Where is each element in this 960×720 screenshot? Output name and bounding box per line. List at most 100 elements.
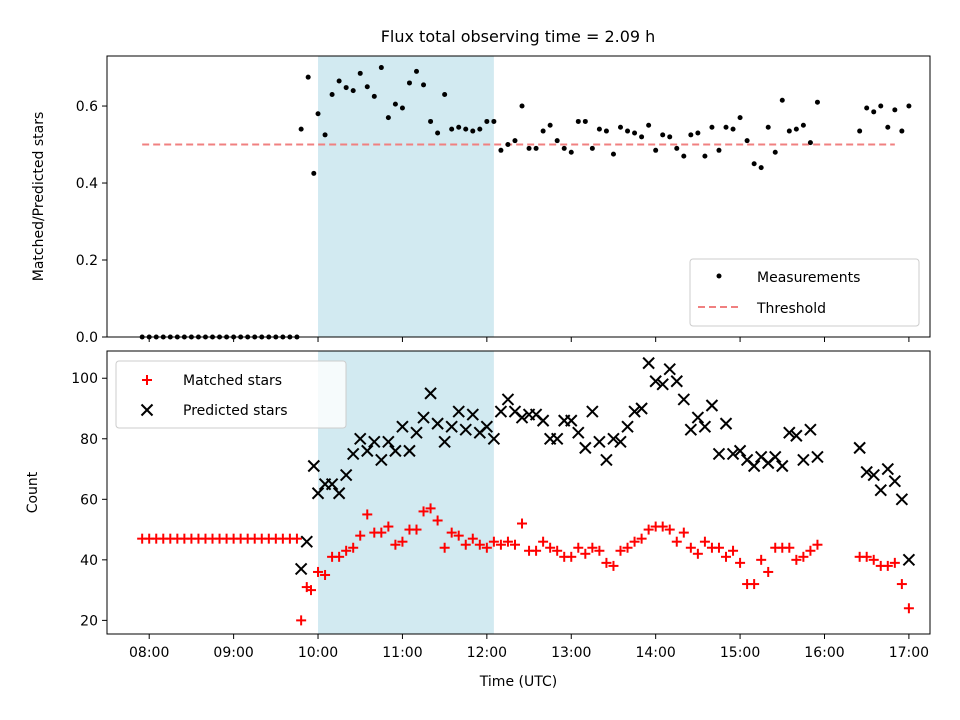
matched-star-point [502,536,513,547]
matched-star-point [608,560,619,571]
predicted-star-point [698,420,712,433]
predicted-star-point [417,411,430,424]
measurement-point [617,124,623,130]
matched-star-point [425,503,436,514]
figure-title: Flux total observing time = 2.09 h [381,27,656,46]
measurement-point [343,85,349,91]
measurement-point [350,88,356,94]
measurement-point [772,149,778,155]
predicted-star-point [769,450,782,464]
predicted-star-point [705,399,719,412]
matched-star-point [664,524,675,535]
measurement-point [329,91,335,97]
predicted-star-point [325,477,339,491]
top-x-ticks [148,337,910,342]
predicted-star-point [515,411,529,424]
measurement-point [298,126,304,132]
predicted-star-point [487,432,501,445]
predicted-star-point [389,444,402,458]
predicted-star-point [804,423,817,436]
predicted-star-point [712,447,726,461]
measurement-point [653,147,659,153]
predicted-star-point [339,468,353,482]
matched-star-point [594,545,605,556]
measurement-point [878,103,884,109]
matched-star-point [488,536,499,547]
measurement-point [716,147,722,153]
matched-star-point [305,585,316,596]
measurement-point [322,132,328,138]
measurement-point [744,138,750,144]
predicted-stars-points [294,356,916,576]
measurement-point [305,74,311,80]
predicted-star-point [494,405,508,418]
measurement-point [442,91,448,97]
measurement-point [871,109,877,115]
matched-star-point [320,569,331,580]
predicted-star-point [307,459,321,473]
matched-star-point [756,554,767,565]
predicted-star-point [501,393,515,406]
predicted-star-point [593,435,606,449]
x-axis-label: Time (UTC) [479,674,557,690]
measurement-point [751,161,757,167]
predicted-star-point [459,423,472,436]
y-tick-label: 20 [80,613,98,629]
measurement-point [519,103,525,109]
matched-star-point [439,542,450,553]
matched-star-point [728,545,739,556]
predicted-star-point [663,362,676,376]
measurement-point [723,124,729,130]
y-tick-label: 0.4 [76,176,98,192]
y-tick-label: 100 [71,371,98,387]
predicted-star-point [410,426,423,439]
predicted-star-point [881,462,895,476]
matched-star-point [397,536,408,547]
measurement-point [814,99,820,105]
matched-star-point [296,615,307,626]
matched-star-point [791,554,802,565]
legend-predicted-glyph [140,403,154,417]
matched-star-point [552,545,563,556]
predicted-star-point [382,435,395,449]
predicted-star-point [614,435,627,449]
predicted-star-point [375,453,388,467]
y-tick-label: 0.0 [76,330,98,346]
measurement-point [730,126,736,132]
top-y-axis-label: Matched/Predicted stars [31,112,47,282]
measurement-point [421,82,427,88]
measurement-point [533,145,539,151]
matched-star-point [474,539,485,550]
measurement-point [639,134,645,140]
predicted-star-point [332,487,346,500]
matched-star-point [348,542,359,553]
matched-star-point [721,551,732,562]
predicted-star-point [431,417,444,430]
predicted-star-point [536,414,550,427]
measurement-point [512,138,518,144]
x-tick-label: 13:00 [551,645,591,661]
measurement-point [667,134,673,140]
measurement-point [589,145,595,151]
measurement-point [470,128,476,134]
matched-star-point [749,579,760,590]
matched-star-point [362,509,373,520]
matched-star-point [601,557,612,568]
legend-predicted-marker [140,403,154,417]
measurement-point [596,126,602,132]
matched-star-point [692,548,703,559]
top-plot-frame [106,55,931,338]
y-tick-label: 80 [80,432,98,448]
top-highlight-span [318,56,494,337]
predicted-star-point [600,453,613,467]
matched-star-point [573,542,584,553]
measurement-point [625,128,631,134]
measurement-point [786,128,792,134]
legend-measurements-marker [716,273,722,279]
matched-star-point [418,506,429,517]
measurement-point [807,140,813,146]
measurement-point [758,165,764,171]
predicted-star-point [783,426,796,439]
matched-stars-points [137,503,914,626]
predicted-star-point [888,474,902,488]
